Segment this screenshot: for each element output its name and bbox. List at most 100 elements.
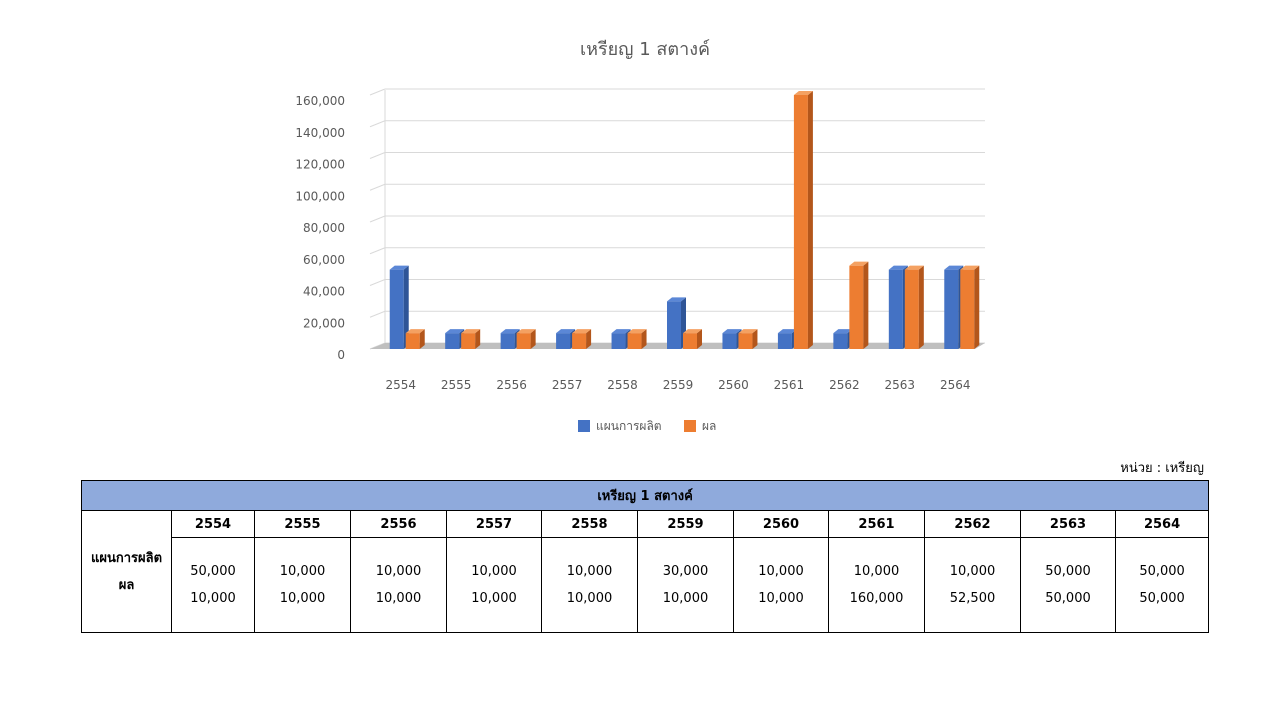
table-year-2557: 2557 xyxy=(446,510,542,538)
bar-result-2556 xyxy=(516,329,536,349)
x-tick-label: 2559 xyxy=(663,378,694,392)
table-title: เหรียญ 1 สตางค์ xyxy=(80,480,1210,511)
table-header-row: แผนการผลิต ผล 2554 2555 2556 2557 2558 2559 25… xyxy=(81,510,1210,633)
grid-line-diag xyxy=(369,247,386,255)
table-values-2564: 50,000 50,000 xyxy=(1114,537,1210,633)
x-tick-label: 2557 xyxy=(552,378,583,392)
table-values-2562: 10,000 52,500 xyxy=(924,537,1021,633)
result-value: 10,000 xyxy=(375,591,422,606)
table-year-2558: 2558 xyxy=(541,510,638,538)
y-tick-label: 80,000 xyxy=(303,221,345,235)
x-tick-label: 2554 xyxy=(385,378,416,392)
grid-line-diag xyxy=(369,215,386,223)
table-value-row: 50,000 10,000 10,000 10,000 10,000 10,000 10,0… xyxy=(82,537,1210,633)
x-tick-label: 2556 xyxy=(496,378,527,392)
grid-line-diag xyxy=(369,88,386,96)
result-value: 50,000 xyxy=(1139,591,1185,606)
result-value: 50,000 xyxy=(1045,591,1091,606)
y-tick-label: 20,000 xyxy=(303,316,345,330)
plan-value: 50,000 xyxy=(190,564,236,579)
chart-legend: แผนการผลิต ผล xyxy=(578,419,716,433)
result-value: 52,500 xyxy=(949,591,996,606)
x-tick-label: 2558 xyxy=(607,378,638,392)
bar-result-2558 xyxy=(627,329,647,349)
x-tick-label: 2564 xyxy=(940,378,971,392)
bar-result-2561 xyxy=(793,91,813,349)
result-value: 10,000 xyxy=(662,591,709,606)
y-tick-label: 100,000 xyxy=(295,189,345,203)
bar-plan-2561 xyxy=(777,329,797,349)
result-value: 10,000 xyxy=(471,591,517,606)
table-values-2558: 10,000 10,000 xyxy=(541,537,638,633)
plan-value: 50,000 xyxy=(1045,564,1091,579)
bar-plan-2554 xyxy=(389,265,409,349)
table-year-2555: 2555 xyxy=(254,510,351,538)
unit-label: หน่วย : เหรียญ xyxy=(1120,461,1204,476)
plan-value: 10,000 xyxy=(471,564,517,579)
table-year-2564: 2564 xyxy=(1114,510,1210,538)
plan-value: 10,000 xyxy=(279,564,326,579)
x-tick-label: 2563 xyxy=(885,378,916,392)
y-tick-label: 160,000 xyxy=(295,94,345,108)
plan-value: 10,000 xyxy=(375,564,422,579)
chart-bars xyxy=(389,91,980,349)
table-values-2554: 50,000 10,000 xyxy=(171,537,255,633)
bar-result-2555 xyxy=(461,329,481,349)
table-year-2559: 2559 xyxy=(637,510,734,538)
table-year-2562: 2562 xyxy=(924,510,1021,538)
plan-value: 10,000 xyxy=(566,564,613,579)
result-value: 10,000 xyxy=(190,591,236,606)
y-axis-ticks: 0 20,000 40,000 60,000 80,000 100,000 120,000 1… xyxy=(295,94,345,362)
table-values-2556: 10,000 10,000 xyxy=(350,537,447,633)
table-year-2554: 2554 xyxy=(171,510,255,538)
grid-line-diag xyxy=(369,279,386,286)
table-values-2555: 10,000 10,000 xyxy=(254,537,351,633)
bar-result-2559 xyxy=(683,329,702,349)
grid-line-diag xyxy=(369,152,386,159)
bar-result-2560 xyxy=(738,329,758,349)
legend-label-plan: แผนการผลิต xyxy=(596,419,662,433)
plan-value: 50,000 xyxy=(1139,564,1185,579)
bar-result-2563 xyxy=(904,265,924,349)
legend-swatch-result xyxy=(684,420,696,432)
legend-swatch-plan xyxy=(578,420,590,432)
table-year-2560: 2560 xyxy=(733,510,829,538)
bar-result-2557 xyxy=(572,329,592,349)
legend-label-result: ผล xyxy=(702,419,716,433)
table-values-2561: 10,000 160,000 xyxy=(828,537,925,633)
chart-grid xyxy=(369,88,985,350)
bar-result-2564 xyxy=(960,265,980,349)
x-tick-label: 2561 xyxy=(774,378,805,392)
x-tick-label: 2555 xyxy=(441,378,472,392)
plan-value: 10,000 xyxy=(949,564,996,579)
result-value: 10,000 xyxy=(758,591,804,606)
grid-line-diag xyxy=(369,183,386,191)
plan-value: 10,000 xyxy=(758,564,804,579)
x-tick-label: 2560 xyxy=(718,378,749,392)
row-label-plan: แผนการผลิต xyxy=(90,550,163,566)
y-tick-label: 60,000 xyxy=(303,253,345,267)
table-year-2556: 2556 xyxy=(350,510,447,538)
table-year-2563: 2563 xyxy=(1020,510,1116,538)
result-value: 10,000 xyxy=(566,591,613,606)
result-value: 10,000 xyxy=(279,591,326,606)
table-values-2557: 10,000 10,000 xyxy=(446,537,542,633)
row-label-result: ผล xyxy=(118,577,135,593)
data-table: เหรียญ 1 สตางค์ แผนการผลิต ผล 2554 2555 25… xyxy=(80,480,1210,633)
y-tick-label: 0 xyxy=(337,348,345,362)
table-values-2563: 50,000 50,000 xyxy=(1020,537,1116,633)
plan-value: 10,000 xyxy=(853,564,900,579)
bar-result-2554 xyxy=(405,329,425,349)
chart-title: เหรียญ 1 สตางค์ xyxy=(580,39,710,60)
bar-chart: เหรียญ 1 สตางค์ 0 20,000 40,000 60,000 80,00… xyxy=(295,39,985,433)
row-labels-cell: แผนการผลิต ผล xyxy=(81,510,172,633)
table-year-2561: 2561 xyxy=(828,510,925,538)
result-value: 160,000 xyxy=(849,591,904,606)
grid-line-diag xyxy=(369,310,386,318)
y-tick-label: 120,000 xyxy=(295,158,345,172)
y-tick-label: 140,000 xyxy=(295,126,345,140)
plan-value: 30,000 xyxy=(662,564,709,579)
table-values-2559: 30,000 10,000 xyxy=(637,537,734,633)
bar-result-2562 xyxy=(849,261,869,349)
grid-line-diag xyxy=(369,120,386,128)
